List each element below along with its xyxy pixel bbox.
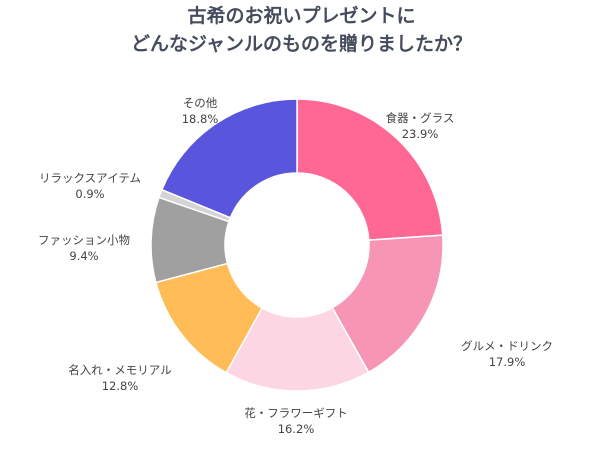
slice-category: ファッション小物 bbox=[38, 233, 130, 247]
slice-category: 食器・グラス bbox=[385, 111, 455, 125]
slice-label: ファッション小物 9.4% bbox=[38, 232, 130, 264]
slice-label: リラックスアイテム 0.9% bbox=[39, 170, 141, 202]
slice-category: その他 bbox=[182, 96, 218, 110]
chart-title-line-1: 古希のお祝いプレゼントに bbox=[187, 5, 416, 27]
slice-value: 18.8% bbox=[181, 112, 219, 126]
slice-category: 花・フラワーギフト bbox=[244, 406, 348, 420]
slice-value: 9.4% bbox=[69, 249, 99, 263]
slice-label: グルメ・ドリンク 17.9% bbox=[461, 338, 553, 370]
slice-label: 花・フラワーギフト 16.2% bbox=[244, 405, 348, 437]
chart-title-line-2: どんなジャンルのものを贈りましたか？ bbox=[130, 33, 473, 55]
slice-value: 23.9% bbox=[401, 127, 439, 141]
slice-label: 食器・グラス 23.9% bbox=[386, 110, 455, 142]
slice-value: 17.9% bbox=[488, 355, 526, 369]
slice-category: グルメ・ドリンク bbox=[461, 339, 553, 353]
slice-category: 名入れ・メモリアル bbox=[68, 363, 172, 377]
donut-slice-1 bbox=[331, 234, 444, 374]
donut-slice-0 bbox=[296, 98, 444, 241]
slice-label: その他 18.8% bbox=[182, 95, 219, 127]
donut-slice-6 bbox=[160, 98, 298, 219]
slice-value: 16.2% bbox=[277, 422, 315, 436]
slice-label: 名入れ・メモリアル 12.8% bbox=[68, 362, 171, 394]
slice-value: 0.9% bbox=[75, 187, 105, 201]
slice-value: 12.8% bbox=[101, 379, 139, 393]
slice-category: リラックスアイテム bbox=[38, 171, 142, 185]
